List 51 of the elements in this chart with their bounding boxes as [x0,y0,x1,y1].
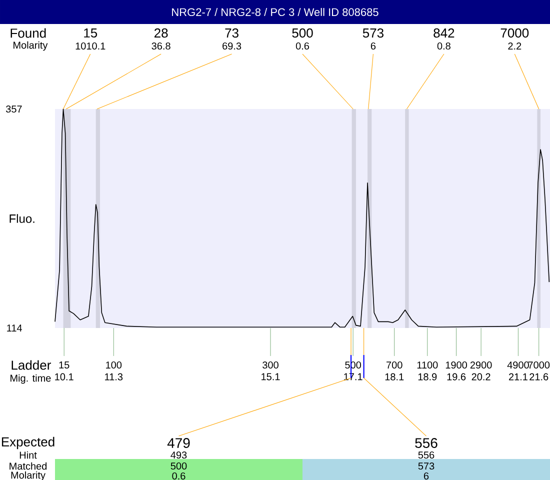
x-tick-label: 20.2 [472,373,490,380]
x-tick-label: 18.9 [418,373,437,380]
annotation: 842 [434,28,454,38]
text: Found [10,28,46,38]
chart-title: NRG2-7 / NRG2-8 / PC 3 / Well ID 808685 [172,8,378,16]
text: 1900 [446,361,468,369]
text: 69.3 [222,42,242,50]
text: Hint [20,451,37,459]
text: Expected [2,436,54,450]
text: 4900 [507,361,529,369]
text: 6 [424,472,429,480]
text: 556 [418,451,434,459]
y-axis-title: Fluo. [10,214,34,223]
text: 6 [370,42,376,50]
text: Ladder [12,360,51,370]
text: 1010.1 [76,42,106,50]
annotation: 573 [362,28,384,38]
annotation: 500 [292,28,313,38]
text: 1100 [417,361,438,369]
x-tick-label: 15.1 [262,373,280,380]
x-tick-label: 10.1 [55,373,74,380]
annotation: 15 [84,28,98,38]
text: 7000 [528,361,550,369]
text: Matched [10,462,47,470]
text: 0.8 [437,42,450,50]
y-tick-label: 357 [6,105,22,113]
text: Mig. time [10,374,51,384]
annotation: 556 [415,438,438,448]
annotation: 73 [225,28,238,38]
text: 15 [59,362,70,369]
text: 500 [170,462,187,470]
annotation: 7000 [500,28,529,38]
annotation: 28 [154,28,168,38]
text: 700 [386,361,402,369]
x-tick-label: 21.6 [530,373,548,380]
text: 100 [106,361,122,369]
text: 0.6 [172,472,186,480]
annotation: 479 [167,438,190,448]
x-tick-label: 18.1 [385,373,404,380]
text: 36.8 [152,42,170,50]
text: 0.6 [296,42,310,50]
x-tick-label: 11.3 [105,373,123,380]
text: 2900 [470,361,492,369]
text: 573 [418,462,434,470]
text: 2.2 [508,42,522,50]
text: Molarity [14,41,48,51]
x-tick-label: 19.6 [447,373,466,380]
text: 300 [262,361,278,369]
x-tick-label: 21.1 [508,373,528,380]
y-tick-label: 114 [7,324,22,332]
text: 493 [170,451,187,459]
